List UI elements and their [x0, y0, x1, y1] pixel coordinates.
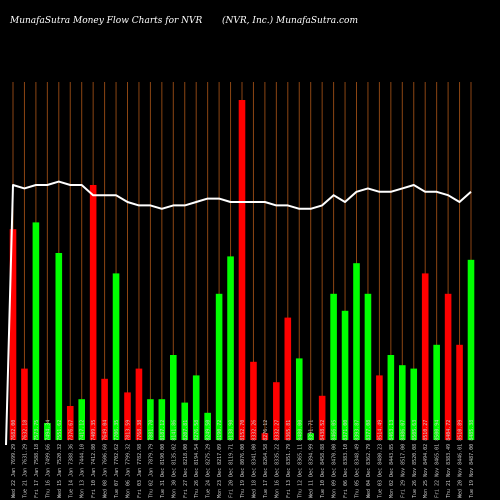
money-flow-bar: [364, 293, 372, 440]
money-flow-bar: [215, 293, 223, 440]
x-tick-label: Tue 10 Dec 8458.88 8438.52: [320, 420, 326, 498]
money-flow-bar: [284, 317, 292, 440]
money-flow-bar: [261, 433, 269, 440]
x-tick-label: Wed 20 Nov 8446.01 8510.89: [458, 420, 464, 498]
x-tick-label: Wed 22 Jan 7699.29 7682.00: [11, 420, 17, 498]
x-tick-label: Wed 04 Dec 8362.79 8377.08: [366, 420, 372, 498]
x-tick-label: Thu 12 Dec 8365.11 8480.00: [297, 420, 303, 498]
money-flow-bar: [101, 378, 108, 440]
x-tick-label: Wed 15 Jan 7520.32 7551.62: [57, 420, 63, 498]
money-flow-bar: [9, 229, 17, 440]
x-tick-label: Fri 06 Dec 8383.10 8371.00: [343, 420, 349, 498]
x-tick-label: Tue 21 Jan 7631.29 7632.18: [22, 420, 28, 498]
x-tick-label: Mon 09 Dec 8470.00 8466.05: [332, 420, 338, 498]
money-flow-bar: [410, 368, 418, 440]
money-flow-bar: [421, 273, 429, 440]
money-flow-bar: [112, 273, 120, 440]
x-tick-label: Mon 13 Jan 7444.10 7417.12: [80, 420, 86, 498]
x-tick-label: Fri 17 Jan 7588.18 7573.75: [34, 420, 40, 498]
x-tick-label: Tue 03 Dec 8480.23 8514.49: [377, 420, 383, 498]
money-flow-bar: [147, 399, 154, 440]
money-flow-bar: [89, 185, 97, 440]
money-flow-bar: [307, 433, 314, 440]
x-tick-label: Wed 18 Dec 8341.00 8332.26: [251, 420, 257, 498]
x-tick-label: Wed 11 Dec 8394.99 8391.71: [309, 420, 315, 498]
x-tick-label: Fri 29 Nov 8517.00 8486.07: [400, 420, 406, 498]
x-tick-label: Fri 27 Dec 8218.00 8207.81: [183, 420, 189, 498]
money-flow-bar: [181, 402, 189, 440]
money-flow-bar: [318, 395, 326, 440]
x-tick-label: Mon 16 Dec 8335.22 8332.27: [274, 420, 280, 498]
money-flow-bar: [170, 355, 177, 440]
x-tick-label: Mon 02 Dec 8443.85 8463.13: [389, 420, 395, 498]
money-flow-bar: [158, 399, 166, 440]
money-flow-bar: [135, 368, 143, 440]
x-tick-label: Fri 10 Jan 7412.80 7409.35: [91, 420, 97, 498]
money-flow-bar: [32, 222, 40, 440]
money-flow-bar: [273, 382, 280, 440]
money-flow-bar: [250, 361, 257, 440]
x-tick-label: Thu 16 Jan 7499.66 7494.34: [45, 420, 51, 498]
money-flow-bar: [192, 375, 200, 440]
x-tick-label: Thu 05 Dec 8348.49 8393.87: [355, 420, 361, 498]
money-flow-bar: [66, 406, 74, 440]
money-flow-bar: [21, 368, 28, 440]
x-tick-label: Fri 22 Nov 8465.01 8500.94: [435, 420, 441, 498]
x-tick-label: Tue 07 Jan 7702.62 7706.35: [114, 420, 120, 498]
money-flow-bar: [204, 412, 211, 440]
x-tick-label: Thu 02 Jan 7879.79 7881.70: [148, 420, 154, 498]
x-tick-label: Fri 20 Dec 8119.71 8138.90: [229, 420, 235, 498]
x-tick-label: Tue 24 Dec 8275.29 8249.50: [206, 420, 212, 498]
money-flow-bar: [444, 293, 452, 440]
x-tick-label: Thu 21 Nov 8383.49 8404.72: [446, 420, 452, 498]
money-flow-bar: [238, 100, 246, 440]
money-flow-bar: [78, 399, 85, 440]
money-flow-bar: [467, 259, 475, 440]
money-flow-bar: [227, 256, 234, 440]
x-tick-label: Thu 26 Dec 8194.54 8276.58: [194, 420, 200, 498]
x-tick-label: Thu 19 Dec 8076.00 8152.70: [240, 420, 246, 498]
chart-title: MunafaSutra Money Flow Charts for NVR: [10, 16, 203, 26]
x-tick-label: Fri 13 Dec 8351.79 8365.81: [286, 420, 292, 498]
money-flow-bar: [124, 392, 131, 440]
money-flow-bar: [433, 344, 440, 440]
money-flow-bar: [456, 344, 463, 440]
x-tick-label: Tue 14 Jan 7388.36 7376.67: [68, 420, 74, 498]
money-flow-bar: [341, 310, 349, 440]
x-tick-label: Mon 23 Dec 8217.09 8190.72: [217, 420, 223, 498]
money-flow-bar: [330, 293, 337, 440]
x-tick-label: Wed 08 Jan 7606.60 7649.04: [103, 420, 109, 498]
x-tick-label: Mon 30 Dec 8135.02 8141.86: [171, 420, 177, 498]
x-tick-label: Mon 06 Jan 7799.32 7813.59: [126, 420, 132, 498]
x-tick-label: Mon 25 Nov 8494.02 8510.27: [423, 420, 429, 498]
money-flow-bar: [295, 358, 303, 440]
x-tick-label: Tue 26 Nov 8520.08 8505.63: [412, 420, 418, 498]
money-flow-bar: [387, 355, 395, 440]
x-tick-label: Tue 17 Dec 8264.58 8276.12: [263, 420, 269, 498]
x-tick-label: Tue 31 Dec 8190.00 8187.12: [160, 420, 166, 498]
money-flow-line: [5, 180, 472, 446]
x-tick-label: Fri 03 Jan 7782.98 7768.38: [137, 420, 143, 498]
money-flow-bar: [44, 423, 51, 440]
money-flow-bar: [55, 253, 63, 440]
chart-source: (NVR, Inc.) MunafaSutra.com: [222, 16, 358, 26]
money-flow-bar: [399, 365, 406, 440]
x-tick-label: Tue 19 Nov 8487.00 8485.38: [469, 420, 475, 498]
money-flow-bar: [353, 263, 360, 440]
money-flow-bar: [376, 375, 383, 440]
